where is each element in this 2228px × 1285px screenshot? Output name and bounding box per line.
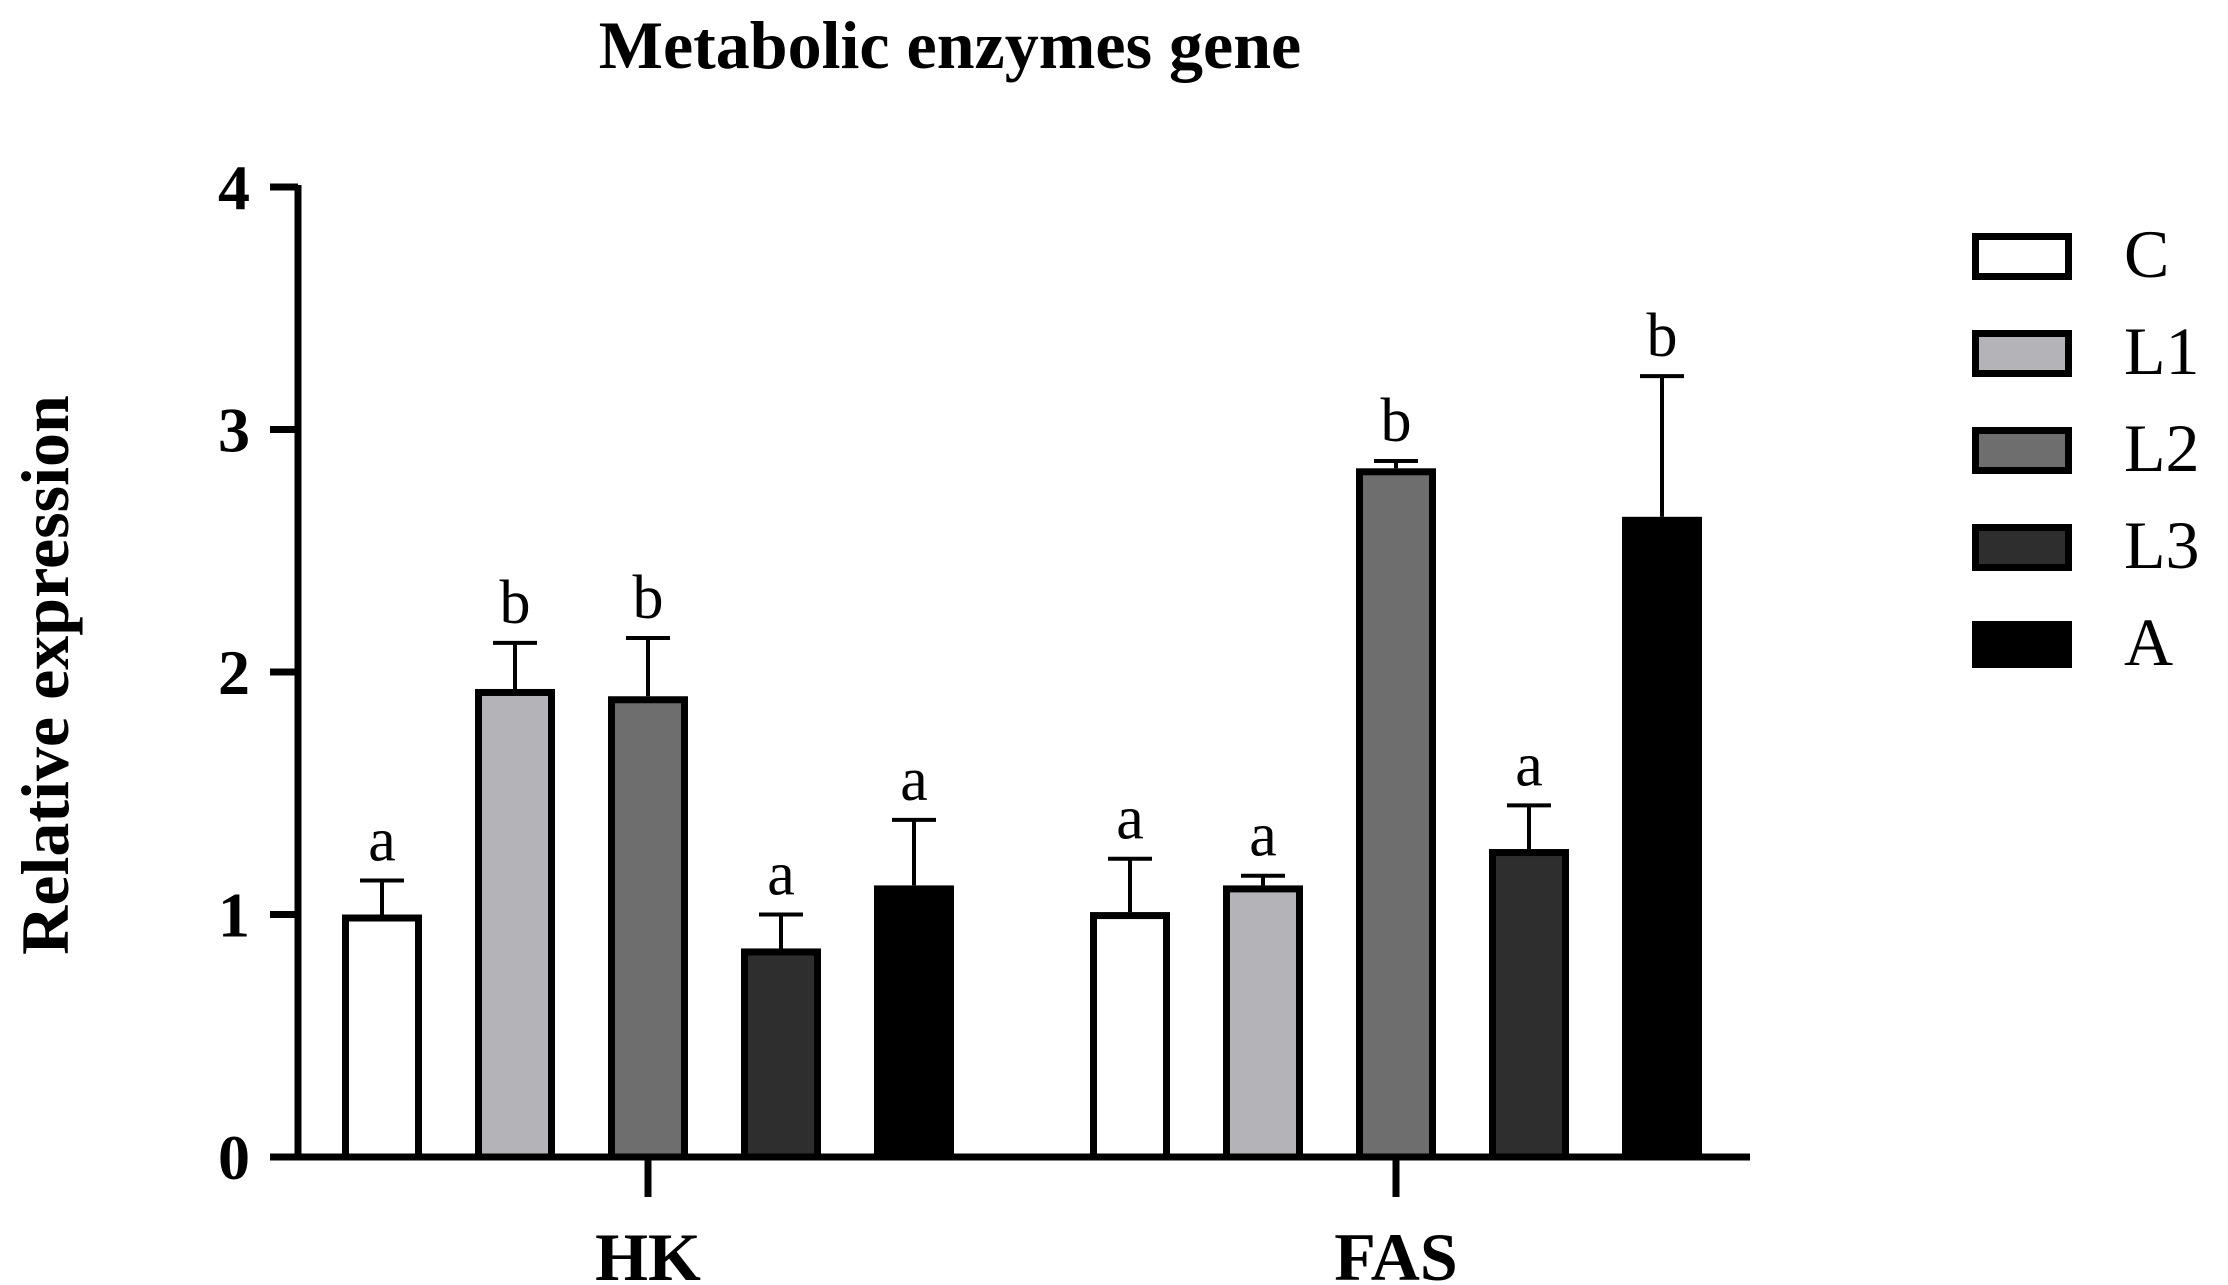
y-tick-label: 4 — [218, 152, 250, 223]
legend-label-l1: L1 — [2124, 313, 2200, 389]
bar-l3-fas — [1489, 849, 1569, 1161]
legend-swatch-l2 — [1972, 427, 2072, 474]
bar-c-fas — [1090, 912, 1170, 1161]
x-category-label: HK — [595, 1219, 701, 1285]
legend-swatch-c — [1972, 233, 2072, 280]
y-tick-label: 0 — [218, 1122, 250, 1193]
bar-l1-hk — [475, 688, 555, 1161]
bar-l2-fas — [1356, 468, 1436, 1161]
x-category-label: FAS — [1334, 1219, 1457, 1285]
y-tick-label: 3 — [218, 395, 250, 466]
significance-label: b — [633, 564, 664, 632]
legend-swatch-l1 — [1972, 330, 2072, 377]
legend-label-c: C — [2124, 216, 2169, 292]
significance-label: a — [368, 807, 396, 875]
legend-label-a: A — [2124, 604, 2173, 680]
legend-label-l2: L2 — [2124, 410, 2200, 486]
significance-label: a — [767, 841, 795, 909]
bar-l3-hk — [741, 948, 821, 1161]
significance-label: a — [1515, 731, 1543, 799]
legend-swatch-a — [1972, 621, 2072, 668]
legend-label-l3: L3 — [2124, 507, 2200, 583]
bar-a-hk — [874, 885, 954, 1161]
significance-label: a — [1249, 802, 1277, 870]
bar-c-hk — [342, 914, 422, 1161]
significance-label: a — [1116, 785, 1144, 853]
significance-label: b — [500, 569, 531, 637]
chart-title: Metabolic enzymes gene — [599, 7, 1301, 83]
significance-label: a — [900, 746, 928, 814]
legend-swatch-l3 — [1972, 524, 2072, 571]
plot-area: 0 1 2 3 4 HK a b b a a FAS a a b a b — [218, 152, 1750, 1285]
y-axis-label: Relative expression — [7, 395, 83, 955]
y-tick-label: 2 — [218, 637, 250, 708]
bar-l1-fas — [1223, 885, 1303, 1161]
bar-a-fas — [1622, 516, 1702, 1161]
significance-label: b — [1647, 302, 1678, 370]
y-tick-label: 1 — [218, 880, 250, 951]
significance-label: b — [1381, 387, 1412, 455]
legend: C L1 L2 L3 A — [1972, 216, 2200, 680]
bar-l2-hk — [608, 696, 688, 1161]
